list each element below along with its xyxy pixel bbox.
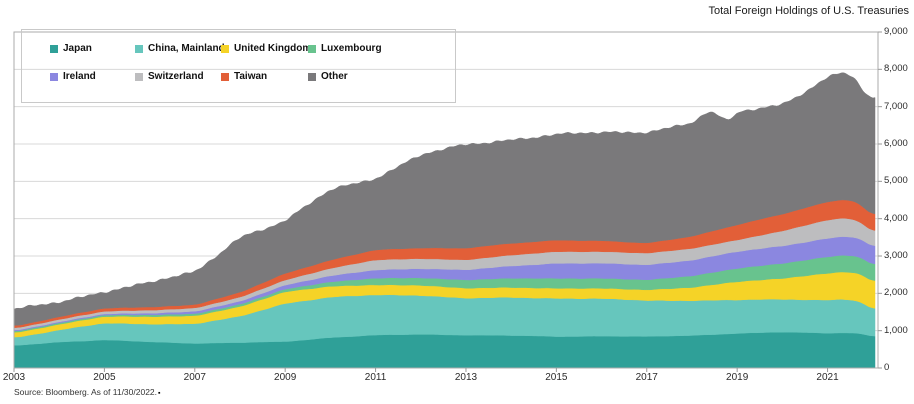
y-axis-label: 3,000 [884,250,908,261]
chart-title: Total Foreign Holdings of U.S. Treasurie… [708,5,909,17]
x-axis-label: 2017 [635,372,658,383]
y-axis-label: 9,000 [884,26,908,37]
legend-label: Luxembourg [321,43,382,54]
legend-swatch [308,73,316,81]
legend-swatch [221,45,229,53]
x-axis-label: 2003 [2,372,26,383]
legend-swatch [50,73,58,81]
y-axis-label: 1,000 [884,324,908,336]
y-axis-label: 4,000 [884,212,908,224]
source-note: Source: Bloomberg. As of 11/30/2022.▪ [14,387,161,397]
legend-item-united-kingdom: United Kingdom [221,43,311,55]
y-axis-label: 8,000 [884,63,908,75]
legend-label: Taiwan [234,71,268,82]
legend-label: United Kingdom [234,43,312,54]
legend-item-japan: Japan [50,43,92,55]
legend-swatch [221,73,229,81]
legend: Japan China, Mainland United Kingdom Luxemb… [21,29,456,103]
legend-label: Ireland [63,71,96,82]
x-axis-label: 2005 [93,372,116,383]
x-axis-label: 2009 [274,372,297,383]
y-axis-label: 7,000 [884,100,908,112]
x-axis-label: 2015 [545,372,568,383]
legend-label: China, Mainland [148,43,225,54]
x-axis-label: 2013 [454,372,478,383]
legend-item-switzerland: Switzerland [135,71,204,83]
y-axis-label: 6,000 [884,138,908,149]
legend-label: Japan [63,43,92,54]
legend-swatch [50,45,58,53]
y-axis-label: 2,000 [884,287,908,299]
legend-item-taiwan: Taiwan [221,71,267,83]
legend-label: Other [321,71,348,82]
legend-label: Switzerland [148,71,204,82]
legend-swatch [135,45,143,53]
legend-swatch [308,45,316,53]
source-text: Source: Bloomberg. As of 11/30/2022. [14,387,158,397]
y-axis-label: 5,000 [884,175,908,187]
legend-item-other: Other [308,71,348,83]
plot-border [13,31,879,369]
x-axis-label: 2011 [364,372,387,383]
legend-item-ireland: Ireland [50,71,96,83]
y-axis-label: 0 [884,362,890,373]
source-end-marker: ▪ [158,390,161,397]
x-axis-label: 2019 [726,372,749,383]
legend-swatch [135,73,143,81]
x-axis-label: 2021 [816,372,839,383]
legend-item-china-mainland: China, Mainland [135,43,225,55]
legend-item-luxembourg: Luxembourg [308,43,382,55]
area-other [13,72,876,326]
x-axis-label: 2007 [183,372,206,383]
